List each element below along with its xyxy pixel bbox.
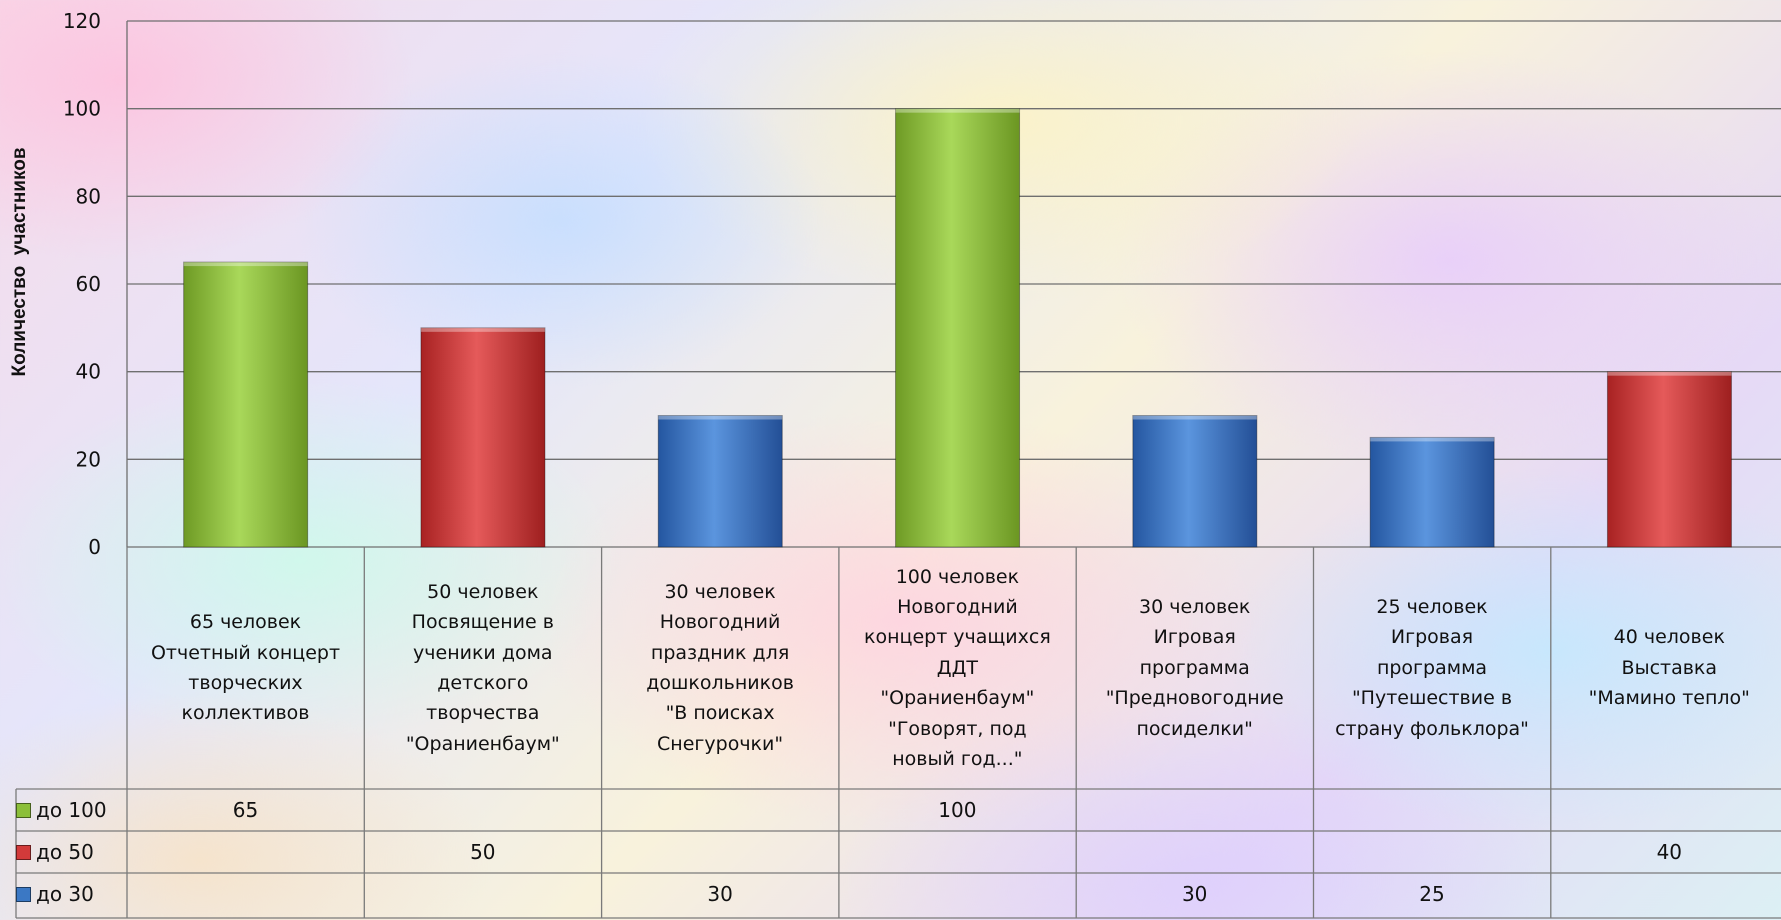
category-label-line: ДДТ [936, 656, 979, 679]
y-axis-label: Количество участников [9, 147, 30, 377]
legend-swatch [16, 886, 31, 902]
category-label: 30 человек Игровая программа "Предновогодни… [1076, 547, 1313, 789]
bar-highlight [420, 327, 545, 332]
y-tick-label: 80 [76, 184, 101, 208]
category-label-line: Снегурочки" [657, 732, 784, 755]
category-label-line: "Предновогодние [1105, 687, 1284, 710]
category-label: 50 человек Посвящение в ученики дома детско… [364, 547, 601, 789]
category-label-line: "Ораниенбаум" [880, 687, 1035, 710]
category-label-line: концерт учащихся [863, 626, 1051, 649]
bar-highlight [658, 415, 783, 420]
category-label-line: "Путешествие в [1351, 687, 1513, 710]
y-tick-label: 40 [76, 360, 101, 384]
category-label-line: посиделки" [1136, 717, 1253, 740]
category-label: 30 человек Новогодний праздник для дошкольн… [602, 547, 839, 789]
bar-highlight [895, 108, 1020, 113]
bar-до-30-2 [657, 415, 783, 548]
category-label-line: "Ораниенбаум" [405, 732, 560, 755]
bar-highlight [1607, 371, 1732, 376]
category-label-line: творческих [188, 672, 303, 694]
table-value: 50 [470, 840, 496, 864]
category-label-line: 40 человек [1613, 626, 1725, 649]
legend-label: до 30 [36, 882, 94, 906]
legend-item: до 100 [16, 789, 124, 831]
legend-swatch [16, 802, 31, 818]
bar-highlight [183, 262, 308, 267]
legend-item: до 30 [16, 873, 124, 915]
category-label: 25 человек Игровая программа "Путешествие в… [1314, 547, 1551, 789]
y-tick-label: 120 [63, 9, 101, 33]
category-label-line: "Мамино тепло" [1588, 687, 1750, 710]
legend-label: до 100 [36, 798, 107, 822]
table-value: 30 [707, 882, 733, 906]
y-tick-label: 100 [63, 97, 101, 121]
category-label-line: Новогодний [897, 596, 1018, 619]
legend-item: до 50 [16, 831, 124, 873]
category-label-line: 30 человек [1139, 596, 1251, 619]
bar-до-30-5 [1369, 436, 1495, 548]
category-label-line: творчества [426, 702, 540, 725]
bar-до-30-4 [1132, 415, 1258, 548]
bar-highlight [1132, 415, 1257, 420]
category-label-line: программа [1376, 656, 1488, 679]
category-label-line: детского [437, 672, 529, 694]
category-label-line: страну фольклора" [1335, 717, 1529, 740]
bar-до-50-1 [420, 327, 546, 548]
bar-до-100-0 [183, 261, 309, 548]
table-value: 25 [1419, 882, 1445, 906]
category-label-line: праздник для [650, 641, 790, 664]
category-label: 65 человек Отчетный концерт творческих колл… [127, 547, 364, 789]
category-label-line: 65 человек [189, 611, 302, 634]
category-label-line: Посвящение в [411, 611, 554, 634]
table-value: 30 [1181, 882, 1208, 906]
category-label-line: программа [1139, 656, 1250, 679]
y-tick-label: 60 [76, 272, 101, 296]
table-value: 40 [1656, 840, 1683, 864]
bar-до-50-6 [1606, 371, 1732, 548]
category-label-line: ученики дома [413, 641, 553, 664]
y-tick-label: 20 [76, 447, 101, 471]
bar-до-100-3 [895, 108, 1021, 548]
category-label-line: Выставка [1621, 656, 1718, 679]
category-label-line: 50 человек [427, 580, 539, 603]
legend-swatch [16, 844, 31, 860]
category-label: 40 человек Выставка "Мамино тепло" [1551, 547, 1781, 789]
category-label: 100 человек Новогодний концерт учащихся ДДТ… [839, 547, 1076, 789]
data-table-grid [15, 547, 1781, 919]
category-label-line: дошкольников [646, 672, 794, 694]
table-value: 100 [938, 798, 977, 822]
category-label-line: Игровая [1153, 626, 1236, 649]
bars [183, 108, 1732, 548]
y-axis-ticks: 0 20 40 60 80 100 120 [63, 9, 101, 559]
category-label-line: Игровая [1390, 626, 1474, 649]
category-label-line: "В поисках [665, 702, 775, 725]
category-label-line: 25 человек [1376, 596, 1488, 619]
category-label-line: коллективов [181, 702, 310, 725]
bar-highlight [1370, 437, 1495, 442]
category-label-line: новый год..." [892, 747, 1023, 770]
table-value: 65 [232, 798, 259, 822]
category-label-line: 30 человек [664, 580, 776, 603]
y-tick-label: 0 [88, 535, 101, 559]
legend-label: до 50 [36, 840, 94, 864]
category-label-line: Отчетный концерт [150, 641, 341, 664]
category-label-line: Новогодний [659, 611, 781, 634]
category-label-line: 100 человек [895, 565, 1020, 588]
category-label-line: "Говорят, под [888, 717, 1027, 740]
